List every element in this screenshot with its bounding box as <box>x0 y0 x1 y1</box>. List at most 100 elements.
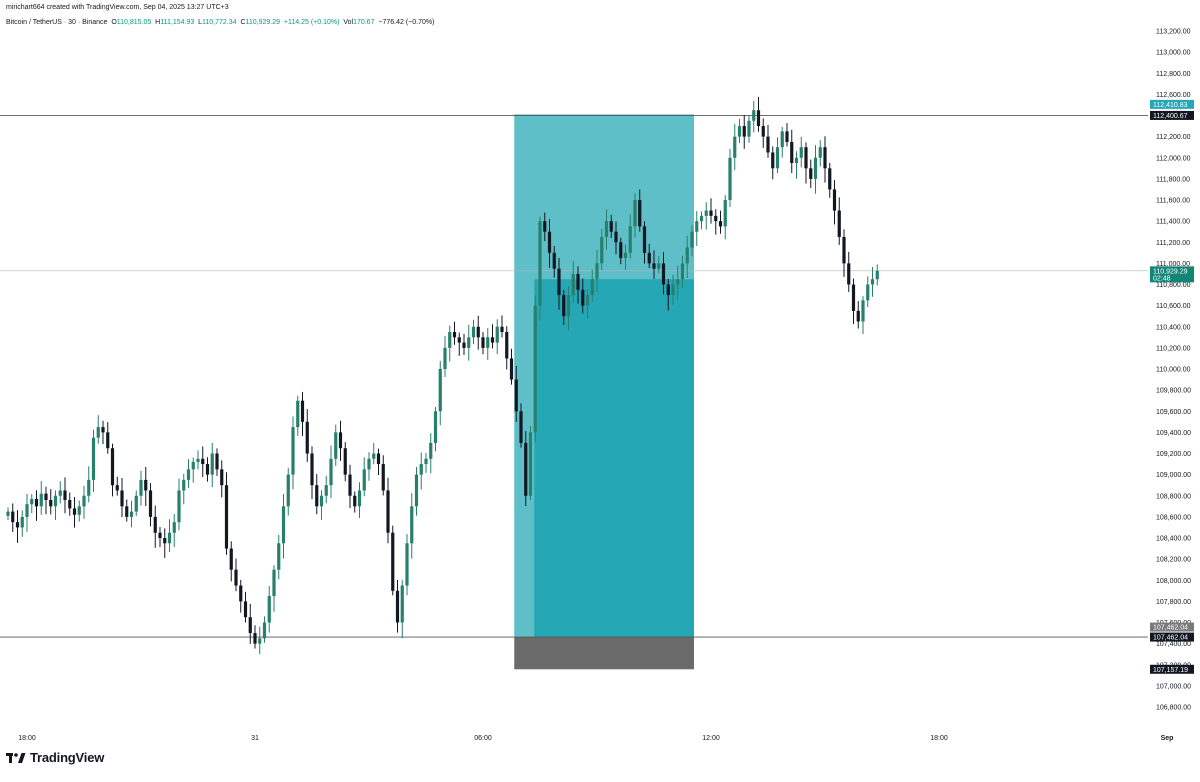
candle-body <box>110 448 115 486</box>
candle-body <box>714 215 718 222</box>
candle-body <box>562 295 566 317</box>
candle-body <box>505 332 509 359</box>
candle-body <box>220 469 224 486</box>
candle-body <box>372 453 376 459</box>
candle-body <box>747 120 751 137</box>
y-tick-label: 112,600.00 <box>1156 92 1191 99</box>
x-tick-label: 12:00 <box>702 735 720 742</box>
y-tick-label: 110,400.00 <box>1156 324 1191 331</box>
candle-body <box>205 464 210 475</box>
y-tick-label: 108,600.00 <box>1156 514 1191 521</box>
candle-body <box>87 479 91 496</box>
candle-body <box>866 284 870 301</box>
candle-body <box>134 495 138 512</box>
y-tick-label: 111,400.00 <box>1156 219 1190 226</box>
candle-body <box>139 479 143 496</box>
candle-body <box>286 474 290 507</box>
y-tick-label: 113,000.00 <box>1156 50 1191 57</box>
tradingview-logo[interactable]: TradingView <box>6 750 104 765</box>
candle-body <box>106 432 110 449</box>
candle-body <box>443 347 447 369</box>
axis-price-tag-2: 107,462.04 <box>1153 635 1188 642</box>
candle-body <box>229 548 233 570</box>
candle-body <box>305 421 309 454</box>
candle-body <box>234 569 238 586</box>
candle-body <box>172 522 176 533</box>
candle-body <box>395 590 400 623</box>
candle-body <box>851 284 856 311</box>
candle-body <box>661 263 666 285</box>
close-label: C <box>240 19 246 26</box>
candle-body <box>400 585 404 623</box>
axis-price-tag-extra-0: 112,410.83 <box>1153 102 1188 109</box>
candle-body <box>657 263 661 269</box>
candle-body <box>790 141 794 164</box>
candle-body <box>334 432 338 459</box>
candle-body <box>196 458 200 462</box>
candle-body <box>362 469 366 491</box>
candle-body <box>775 147 780 169</box>
candle-body <box>367 458 371 470</box>
candle-body <box>490 337 495 343</box>
candle-body <box>481 337 485 348</box>
candle-body <box>737 126 742 137</box>
candle-body <box>509 358 514 380</box>
candle-body <box>82 495 86 507</box>
candle-body <box>847 263 851 285</box>
candle-body <box>809 168 813 179</box>
y-tick-label: 112,200.00 <box>1156 134 1191 141</box>
candle-body <box>91 437 96 480</box>
candle-body <box>680 263 685 280</box>
open-value: 110,815.05 <box>116 19 152 26</box>
candle-body <box>799 147 803 158</box>
candle-body <box>6 511 10 516</box>
candle-body <box>253 633 257 644</box>
candle-body <box>386 490 390 533</box>
candle-body <box>585 295 590 306</box>
axis-price-tag-0-bg <box>1150 110 1194 120</box>
candle-body <box>856 310 860 322</box>
x-tick-label: 31 <box>251 735 259 742</box>
candle-body <box>58 490 62 496</box>
candle-body <box>832 189 837 211</box>
candle-body <box>144 479 148 491</box>
candle-body <box>424 458 428 465</box>
candle-body <box>623 252 628 259</box>
candle-body <box>633 200 637 227</box>
symbol-name: Bitcoin / TetherUS · 30 · Binance <box>6 19 108 26</box>
candle-body <box>201 458 205 465</box>
candle-body <box>780 131 784 148</box>
candle-body <box>704 210 708 216</box>
candle-body <box>419 464 423 475</box>
candle-body <box>709 210 713 216</box>
candle-body <box>576 273 580 290</box>
candle-body <box>34 498 39 507</box>
candle-body <box>44 493 48 500</box>
candle-body <box>804 147 808 169</box>
candle-body <box>690 231 694 248</box>
axis-price-tag-2-bg <box>1150 632 1194 642</box>
candle-body <box>543 221 547 232</box>
candle-body <box>414 474 419 507</box>
candle-body <box>267 596 271 623</box>
candle-body <box>49 499 53 507</box>
candle-body <box>329 458 333 486</box>
candle-body <box>277 543 281 570</box>
candle-body <box>129 511 134 517</box>
candle-body <box>566 295 571 317</box>
candle-body <box>376 453 381 465</box>
candle-body <box>638 200 642 227</box>
y-tick-label: 107,800.00 <box>1156 599 1191 606</box>
candle-body <box>20 516 24 528</box>
candle-body <box>671 284 675 296</box>
candle-body <box>685 247 689 264</box>
candle-body <box>125 506 129 517</box>
candle-body <box>120 490 124 507</box>
candle-body <box>11 511 15 523</box>
candle-body <box>676 279 680 285</box>
candle-body <box>875 270 879 280</box>
low-value: 110,772.34 <box>202 19 237 26</box>
y-tick-label: 111,800.00 <box>1156 176 1190 183</box>
candle-body <box>448 332 452 348</box>
